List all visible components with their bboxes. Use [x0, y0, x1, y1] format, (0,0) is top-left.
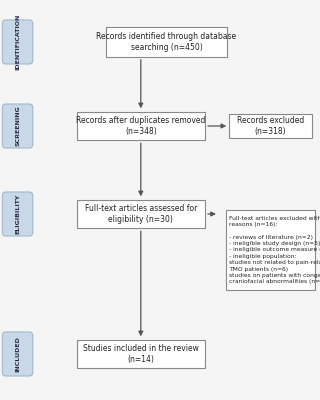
- FancyBboxPatch shape: [3, 20, 33, 64]
- Text: Records excluded
(n=318): Records excluded (n=318): [237, 116, 304, 136]
- FancyBboxPatch shape: [106, 27, 227, 57]
- Text: ELIGIBILITY: ELIGIBILITY: [15, 194, 20, 234]
- Text: Records identified through database
searching (n=450): Records identified through database sear…: [96, 32, 236, 52]
- FancyBboxPatch shape: [229, 114, 312, 138]
- Text: INCLUDED: INCLUDED: [15, 336, 20, 372]
- Text: SCREENING: SCREENING: [15, 106, 20, 146]
- Text: Full-text articles assessed for
eligibility (n=30): Full-text articles assessed for eligibil…: [84, 204, 197, 224]
- Text: Full-text articles excluded with
reasons (n=16):

- reviews of literature (n=2)
: Full-text articles excluded with reasons…: [229, 216, 320, 284]
- FancyBboxPatch shape: [77, 112, 205, 140]
- Text: Records after duplicates removed
(n=348): Records after duplicates removed (n=348): [76, 116, 205, 136]
- Text: Studies included in the review
(n=14): Studies included in the review (n=14): [83, 344, 199, 364]
- FancyBboxPatch shape: [226, 210, 315, 290]
- FancyBboxPatch shape: [3, 332, 33, 376]
- FancyBboxPatch shape: [77, 340, 205, 368]
- FancyBboxPatch shape: [77, 200, 205, 228]
- FancyBboxPatch shape: [3, 192, 33, 236]
- FancyBboxPatch shape: [3, 104, 33, 148]
- Text: IDENTIFICATION: IDENTIFICATION: [15, 14, 20, 70]
